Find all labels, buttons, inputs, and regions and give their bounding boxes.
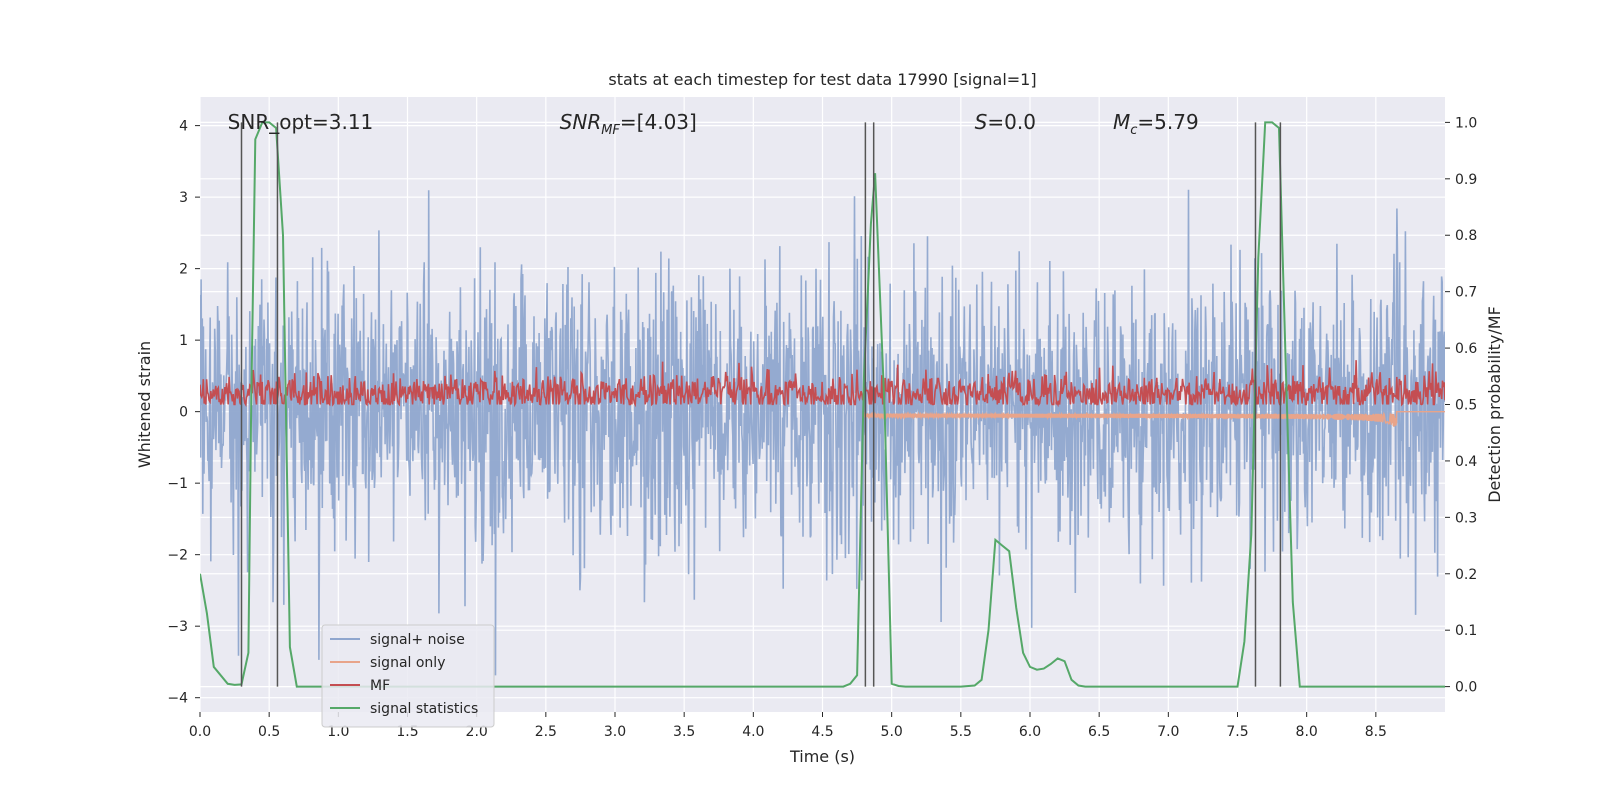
x-axis-ticks: 0.0 0.5 1.0 1.5 2.0 2.5 3.0 3.5 4.0 4.5 5.0 5.5 6.0 6…	[189, 712, 1387, 740]
annotation-label: SNRMF=[4.03]	[560, 110, 697, 138]
y-left-tick-label: 0	[179, 405, 188, 421]
y-left-tick-label: 1	[179, 333, 188, 349]
x-tick-label: 0.5	[258, 724, 280, 740]
legend-label: MF	[370, 678, 390, 694]
legend-label: signal only	[370, 655, 445, 671]
y-right-tick-label: 0.2	[1455, 567, 1477, 583]
x-tick-label: 1.5	[396, 724, 418, 740]
legend-box	[321, 624, 495, 728]
x-tick-label: 4.0	[742, 724, 764, 740]
y-left-tick-label: −1	[167, 476, 188, 492]
chart-title: stats at each timestep for test data 179…	[608, 70, 1036, 89]
y-left-tick-label: 3	[179, 190, 188, 206]
series-signal-statistics-line	[200, 121, 1445, 688]
x-tick-label: 5.5	[950, 724, 972, 740]
y-right-tick-label: 0.0	[1455, 680, 1477, 696]
y-right-tick-label: 0.7	[1455, 285, 1477, 301]
annotations: SNR_opt=3.11 SNRMF=[4.03] S=0.0 Mc=5.79	[228, 110, 1199, 138]
y-left-tick-label: 4	[179, 119, 188, 135]
x-tick-label: 2.5	[535, 724, 557, 740]
y-left-axis-ticks: 4 3 2 1 0 −1 −2 −3 −4	[167, 119, 200, 707]
x-tick-label: 0.0	[189, 724, 211, 740]
y-left-tick-label: −2	[167, 548, 188, 564]
annotation-label: SNR_opt=3.11	[228, 110, 374, 134]
x-axis-title: Time (s)	[789, 747, 855, 766]
x-tick-label: 7.0	[1157, 724, 1179, 740]
y-left-tick-label: −4	[167, 691, 188, 707]
y-right-tick-label: 0.1	[1455, 623, 1477, 639]
y-right-tick-label: 0.9	[1455, 172, 1477, 188]
y-right-tick-label: 0.3	[1455, 510, 1477, 526]
y-left-tick-label: −3	[167, 619, 188, 635]
x-tick-label: 7.5	[1226, 724, 1248, 740]
x-tick-label: 6.0	[1019, 724, 1041, 740]
x-tick-label: 4.5	[811, 724, 833, 740]
y-right-axis-title: Detection probability/MF	[1485, 306, 1504, 503]
annotation-label: Mc=5.79	[1113, 110, 1199, 138]
y-right-axis-ticks: 1.0 0.9 0.8 0.7 0.6 0.5 0.4 0.3 0.2 0.1 0.0	[1445, 115, 1477, 696]
series-signal-only-line	[863, 411, 1445, 427]
x-tick-label: 2.0	[466, 724, 488, 740]
series-signal-noise-line	[200, 189, 1445, 676]
x-tick-label: 3.5	[673, 724, 695, 740]
legend: signal+ noise signal only MF signal statist…	[321, 624, 495, 728]
series-mf-line	[200, 360, 1445, 408]
x-tick-label: 1.0	[327, 724, 349, 740]
x-tick-label: 3.0	[604, 724, 626, 740]
x-tick-label: 6.5	[1088, 724, 1110, 740]
y-right-tick-label: 1.0	[1455, 115, 1477, 131]
x-tick-label: 5.0	[881, 724, 903, 740]
legend-label: signal+ noise	[370, 632, 465, 648]
vertical-markers	[240, 122, 1282, 687]
y-right-tick-label: 0.6	[1455, 341, 1477, 357]
legend-label: signal statistics	[370, 701, 478, 717]
x-tick-label: 8.0	[1296, 724, 1318, 740]
series-layer	[200, 121, 1445, 688]
y-right-tick-label: 0.5	[1455, 398, 1477, 414]
y-left-axis-title: Whitened strain	[135, 341, 154, 468]
y-right-tick-label: 0.8	[1455, 228, 1477, 244]
y-left-tick-label: 2	[179, 262, 188, 278]
annotation-label: S=0.0	[975, 110, 1036, 134]
y-right-tick-label: 0.4	[1455, 454, 1477, 470]
x-tick-label: 8.5	[1365, 724, 1387, 740]
